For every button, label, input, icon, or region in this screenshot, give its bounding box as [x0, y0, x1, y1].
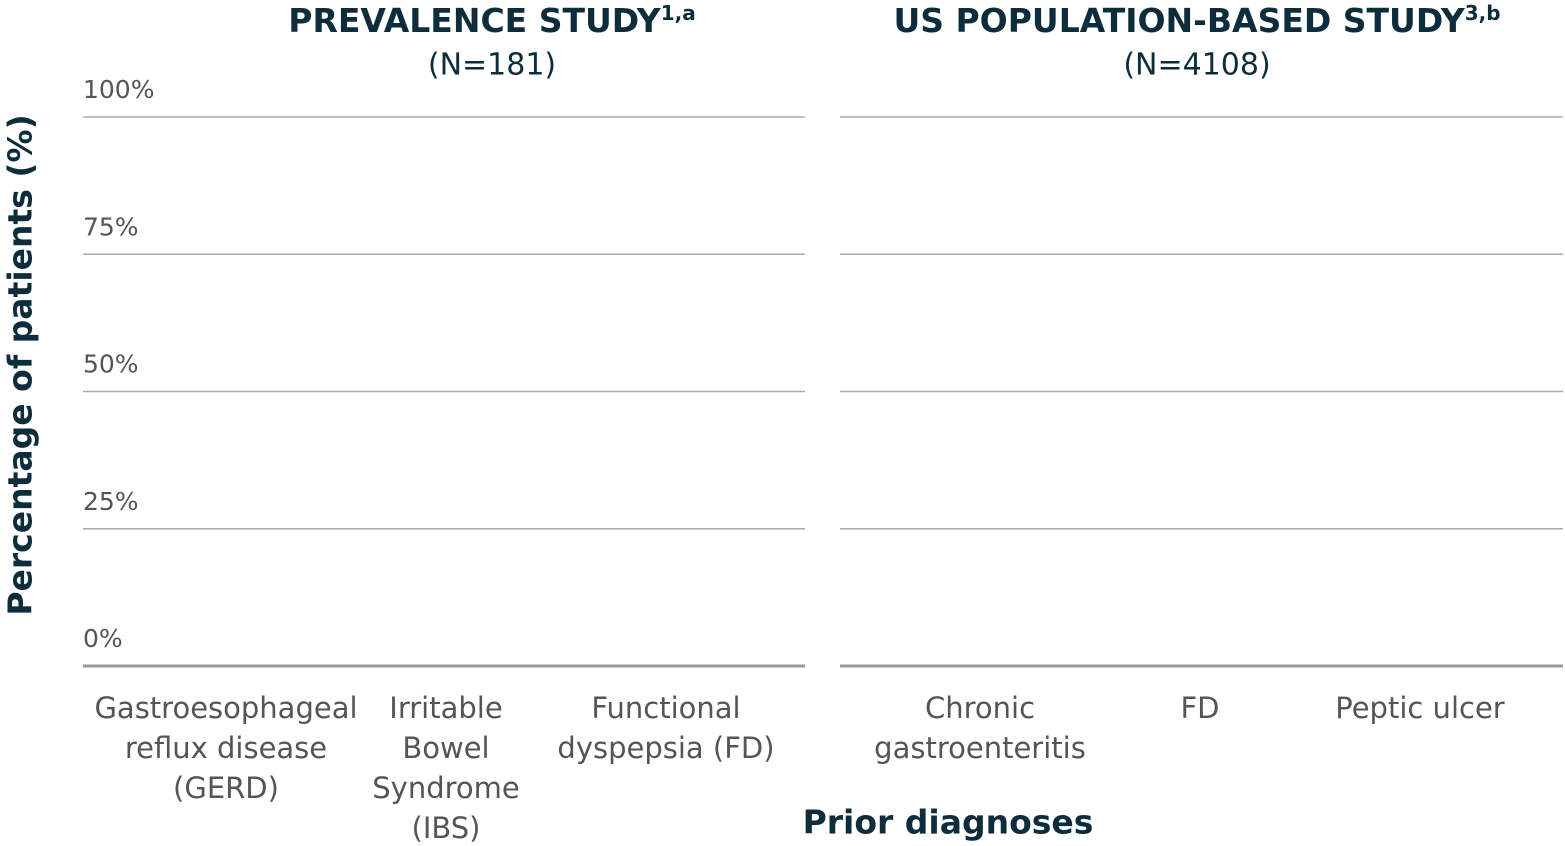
y-tick-label: 100% [83, 75, 154, 104]
x-tick-label: Gastroesophageal reflux disease (GERD) [94, 691, 358, 805]
x-tick-label: Irritable Bowel Syndrome (IBS) [372, 691, 520, 845]
y-tick-label: 50% [83, 350, 139, 379]
x-tick-label: Chronic gastroenteritis [874, 691, 1086, 765]
y-tick-label: 0% [83, 624, 123, 653]
x-axis-label: Prior diagnoses [803, 803, 1094, 842]
chart-title: US POPULATION-BASED STUDY3,b [893, 1, 1500, 40]
x-tick-label: Functional dyspepsia (FD) [557, 691, 775, 765]
title-text: US POPULATION-BASED STUDY [893, 1, 1465, 40]
x-tick-label: FD [1180, 691, 1220, 725]
y-tick-label: 25% [83, 487, 139, 516]
chart-title: PREVALENCE STUDY1,a [288, 1, 695, 40]
x-tick-label: Peptic ulcer [1335, 691, 1505, 725]
title-text: PREVALENCE STUDY [288, 1, 661, 40]
title-superscript: 3,b [1465, 1, 1501, 25]
chart-subtitle: (N=181) [428, 48, 556, 83]
chart-subtitle: (N=4108) [1123, 48, 1270, 83]
y-axis-label: Percentage of patients (%) [1, 114, 40, 615]
y-tick-label: 75% [83, 212, 139, 241]
title-superscript: 1,a [661, 1, 696, 25]
